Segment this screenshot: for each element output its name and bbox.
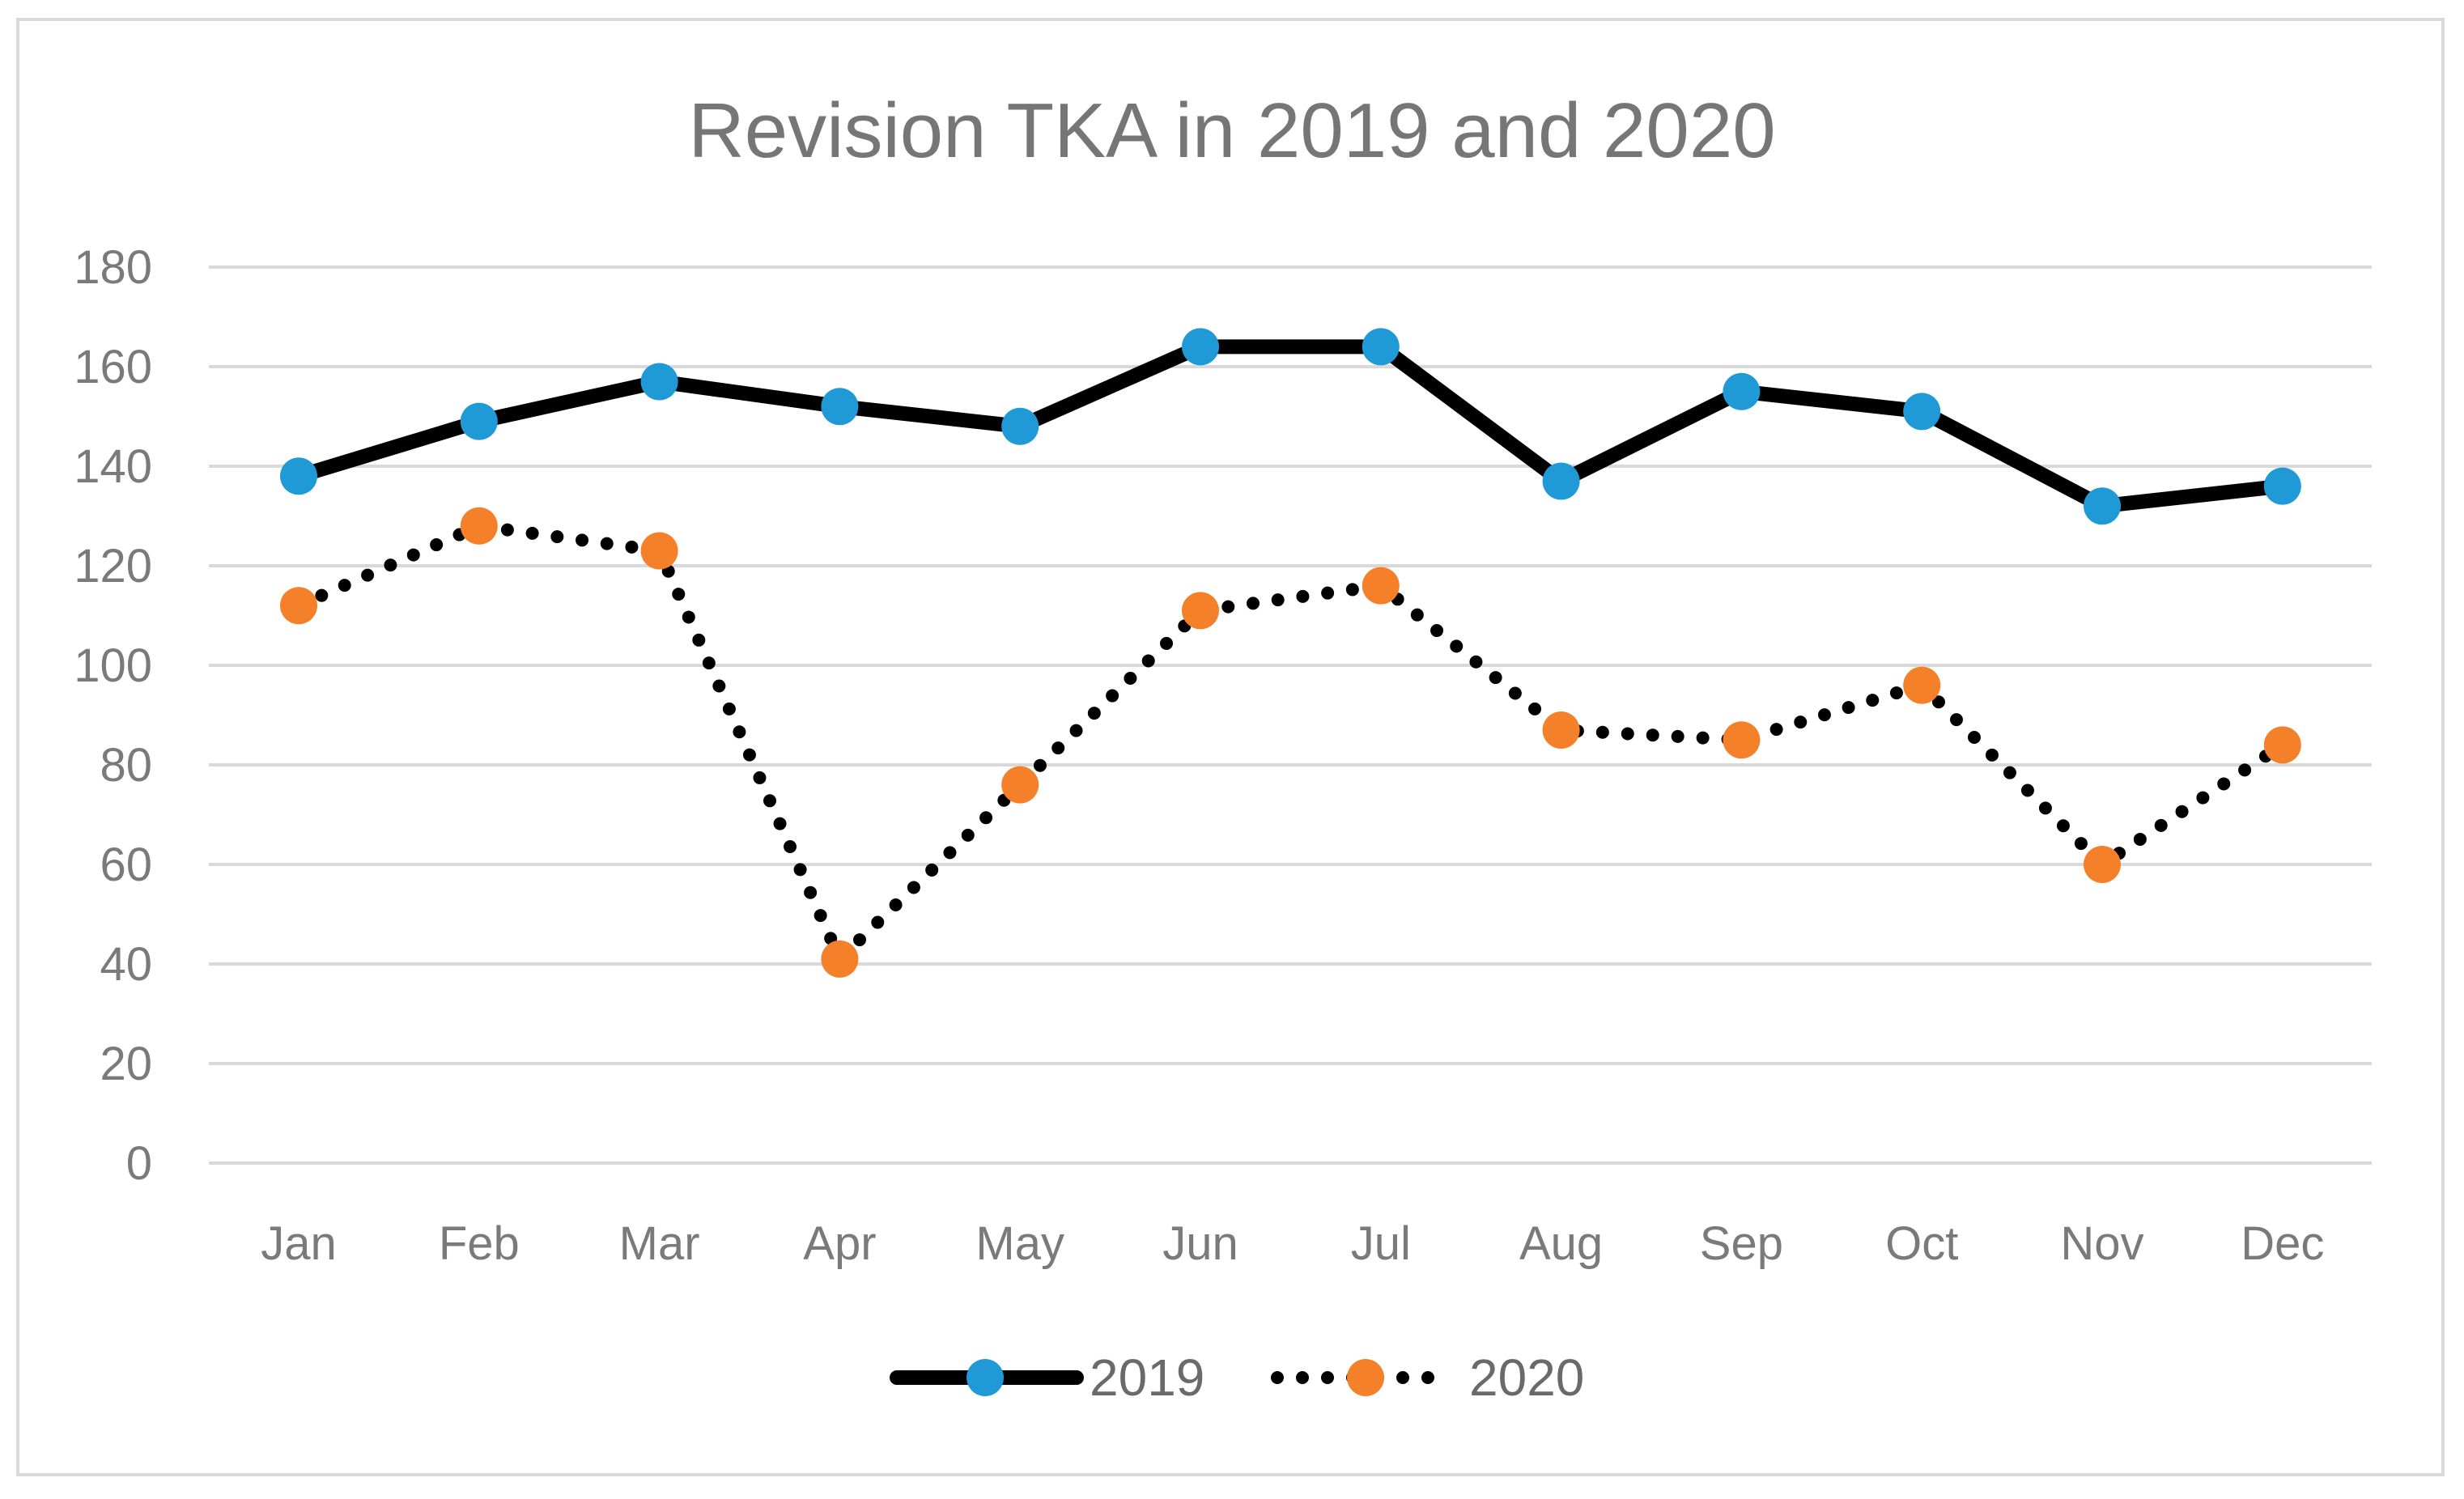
legend: 2019 2020 <box>890 1348 1584 1407</box>
data-point-2019-Oct <box>1903 393 1941 431</box>
legend-marker-2019 <box>966 1359 1004 1396</box>
legend-item-2020: 2020 <box>1271 1348 1584 1407</box>
x-tick-label: Dec <box>2241 1217 2324 1270</box>
x-tick-label: Feb <box>439 1217 520 1270</box>
x-tick-label: Apr <box>803 1217 876 1270</box>
data-point-2019-Jan <box>280 457 317 495</box>
data-point-2019-Jun <box>1182 328 1219 366</box>
x-tick-label: Nov <box>2060 1217 2143 1270</box>
series-2020 <box>280 507 2301 978</box>
data-point-2020-Apr <box>821 940 859 978</box>
x-axis-ticks: Jan Feb Mar Apr May Jun Jul Aug Sep Oct Nov Dec <box>261 1217 2324 1270</box>
data-point-2020-Mar <box>640 532 678 570</box>
series-2019 <box>280 328 2301 525</box>
data-point-2020-May <box>1001 766 1039 804</box>
data-point-2020-Dec <box>2263 726 2301 764</box>
data-point-2019-Dec <box>2263 467 2301 505</box>
x-tick-label: Jul <box>1351 1217 1411 1270</box>
y-tick-label: 100 <box>74 639 152 692</box>
data-point-2020-Aug <box>1542 711 1580 749</box>
data-point-2019-Feb <box>460 402 498 440</box>
data-point-2020-Oct <box>1903 666 1941 704</box>
data-point-2020-Nov <box>2084 846 2121 883</box>
legend-label-2019: 2019 <box>1090 1348 1204 1407</box>
data-point-2020-Feb <box>460 507 498 545</box>
data-point-2019-Nov <box>2084 487 2121 525</box>
data-point-2019-Mar <box>640 363 678 401</box>
data-point-2020-Sep <box>1723 721 1761 759</box>
x-tick-label: May <box>975 1217 1064 1270</box>
legend-label-2020: 2020 <box>1469 1348 1584 1407</box>
data-point-2020-Jan <box>280 587 317 625</box>
data-point-2019-Aug <box>1542 462 1580 500</box>
y-tick-label: 140 <box>74 440 152 493</box>
y-tick-label: 20 <box>100 1038 152 1090</box>
y-axis-ticks: 0 20 40 60 80 100 120 140 160 180 <box>74 241 152 1190</box>
data-point-2019-Sep <box>1723 372 1761 410</box>
data-point-2019-May <box>1001 407 1039 445</box>
data-point-2019-Apr <box>821 388 859 426</box>
data-point-2020-Jul <box>1362 567 1400 605</box>
data-point-2020-Jun <box>1182 592 1219 630</box>
y-tick-label: 40 <box>100 938 152 991</box>
chart-frame <box>16 18 2445 1476</box>
x-tick-label: Jun <box>1162 1217 1238 1270</box>
y-tick-label: 120 <box>74 540 152 592</box>
series-line-2019 <box>291 339 2290 514</box>
legend-marker-2020 <box>1347 1359 1384 1396</box>
y-tick-label: 0 <box>126 1137 152 1190</box>
series-layer <box>280 328 2301 978</box>
x-tick-label: Aug <box>1519 1217 1603 1270</box>
legend-item-2019: 2019 <box>890 1348 1204 1407</box>
x-tick-label: Mar <box>619 1217 700 1270</box>
gridlines <box>209 265 2372 1165</box>
y-tick-label: 160 <box>74 341 152 393</box>
data-point-2019-Jul <box>1362 328 1400 366</box>
y-tick-label: 60 <box>100 839 152 891</box>
x-tick-label: Oct <box>1885 1217 1958 1270</box>
chart-title: Revision TKA in 2019 and 2020 <box>688 87 1775 174</box>
y-tick-label: 180 <box>74 241 152 294</box>
x-tick-label: Sep <box>1700 1217 1783 1270</box>
series-line-2020 <box>292 519 2289 966</box>
x-tick-label: Jan <box>261 1217 337 1270</box>
y-tick-label: 80 <box>100 739 152 792</box>
